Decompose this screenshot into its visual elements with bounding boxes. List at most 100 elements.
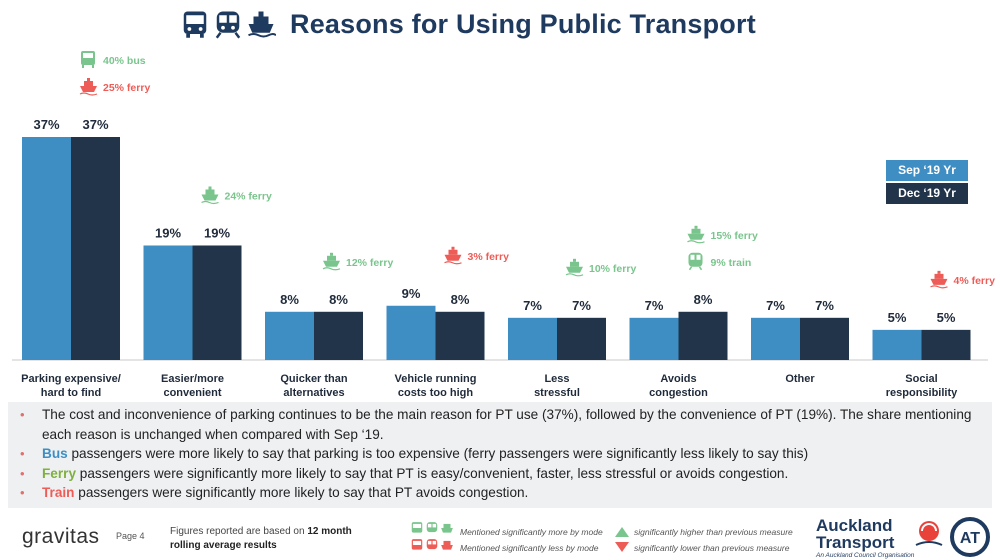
koru-icon — [915, 521, 943, 546]
train-icon — [215, 11, 241, 39]
note-item: Bus passengers were more likely to say t… — [8, 444, 992, 464]
mode-annotation: 9% train — [711, 257, 752, 269]
sig-lower-label: significantly lower than previous measur… — [634, 543, 790, 553]
category-label: Quicker than — [280, 373, 348, 385]
note-keyword-train: Train — [42, 485, 75, 500]
bar — [435, 311, 485, 360]
mode-annotation: 12% ferry — [346, 257, 393, 269]
data-label: 8% — [329, 292, 348, 307]
significance-key-text: significantly higher than previous measu… — [634, 524, 793, 556]
bus-icon — [183, 11, 207, 38]
note-item: Train passengers were significantly more… — [8, 483, 992, 503]
figures-note: Figures reported are based on 12 month r… — [170, 526, 352, 551]
bus-icon — [81, 51, 95, 68]
data-label: 19% — [155, 225, 181, 240]
legend-item-dec19: Dec ‘19 Yr — [886, 183, 968, 204]
data-label: 37% — [82, 117, 108, 132]
data-label: 8% — [280, 292, 299, 307]
note-text: passengers were significantly more likel… — [76, 465, 789, 481]
bar — [872, 329, 922, 360]
bar — [751, 317, 800, 360]
category-label: Social — [905, 373, 937, 385]
mode-annotation: 15% ferry — [711, 230, 758, 242]
note-item: Ferry passengers were significantly more… — [8, 464, 992, 484]
mode-annotation: 4% ferry — [954, 275, 996, 287]
chart-legend: Sep ‘19 Yr Dec ‘19 Yr — [886, 160, 968, 206]
bar — [508, 317, 557, 360]
bus-icon — [411, 539, 423, 550]
data-label: 5% — [937, 310, 956, 325]
sig-higher-label: significantly higher than previous measu… — [634, 527, 793, 537]
bar — [22, 137, 71, 360]
bar — [386, 305, 436, 360]
bar — [143, 245, 193, 360]
mode-key-text: Mentioned significantly more by mode Men… — [460, 524, 603, 556]
data-label: 9% — [402, 286, 421, 301]
down-arrow-icon — [615, 542, 629, 552]
data-label: 37% — [33, 117, 59, 132]
category-label: responsibility — [886, 387, 958, 399]
data-label: 8% — [451, 292, 470, 307]
ferry-icon — [441, 540, 453, 550]
at-badge-icon: AT — [950, 517, 990, 557]
bar — [265, 311, 314, 360]
mode-key-icons — [410, 521, 456, 557]
category-label: alternatives — [283, 387, 344, 399]
train-icon — [426, 522, 438, 533]
train-icon — [688, 252, 703, 271]
note-keyword-bus: Bus — [42, 446, 68, 461]
data-label: 7% — [645, 298, 664, 313]
category-label: Parking expensive/ — [21, 373, 121, 385]
significance-arrows — [615, 527, 629, 552]
gravitas-logo: gravitas — [22, 525, 100, 548]
bar-chart: 37% 37% Parking expensive/hard to find 19% 1… — [12, 51, 996, 399]
train-icon — [426, 539, 438, 550]
data-label: 7% — [572, 298, 591, 313]
up-arrow-icon — [615, 527, 629, 537]
key-more-label: Mentioned significantly more by mode — [460, 527, 603, 537]
note-keyword-ferry: Ferry — [42, 465, 77, 481]
mode-annotation: 24% ferry — [225, 190, 272, 202]
bar — [921, 329, 971, 360]
ferry-icon — [687, 225, 705, 244]
auckland-transport-logo: Auckland Transport An Auckland Council O… — [816, 517, 946, 559]
category-label: Other — [785, 373, 815, 385]
category-label: congestion — [649, 387, 708, 399]
key-less-label: Mentioned significantly less by mode — [460, 543, 599, 553]
data-label: 7% — [523, 298, 542, 313]
mode-annotation: 10% ferry — [589, 263, 636, 275]
data-label: 8% — [694, 292, 713, 307]
title-row: Reasons for Using Public Transport — [180, 4, 756, 44]
bar — [192, 245, 242, 360]
bus-icon — [411, 522, 423, 533]
mode-annotation: 25% ferry — [103, 82, 150, 94]
data-label: 19% — [204, 225, 230, 240]
title-icons — [180, 9, 276, 39]
mode-annotation: 3% ferry — [468, 251, 510, 263]
note-text: passengers were more likely to say that … — [67, 446, 809, 461]
bar — [557, 317, 606, 360]
legend-item-sep19: Sep ‘19 Yr — [886, 160, 968, 181]
data-label: 5% — [888, 310, 907, 325]
category-label: costs too high — [398, 387, 473, 399]
category-label: Easier/more — [161, 373, 224, 385]
ferry-icon — [322, 252, 341, 271]
footer: gravitas Page 4 Figures reported are bas… — [0, 515, 1000, 560]
data-label: 7% — [766, 298, 785, 313]
svg-text:AT: AT — [960, 530, 980, 547]
bar — [800, 317, 849, 360]
ferry-icon — [441, 523, 453, 533]
mode-annotation: 40% bus — [103, 55, 146, 67]
ferry-icon — [201, 186, 219, 205]
category-label: Vehicle running — [395, 373, 477, 385]
notes-panel: The cost and inconvenience of parking co… — [8, 402, 992, 508]
ferry-icon — [248, 11, 276, 38]
category-label: Avoids — [660, 373, 696, 385]
category-label: hard to find — [41, 387, 102, 399]
data-label: 7% — [815, 298, 834, 313]
category-label: convenient — [163, 387, 221, 399]
ferry-icon — [565, 258, 584, 277]
note-text: passengers were significantly more likel… — [74, 485, 529, 500]
ferry-icon — [79, 78, 98, 96]
page-number: Page 4 — [116, 531, 145, 541]
